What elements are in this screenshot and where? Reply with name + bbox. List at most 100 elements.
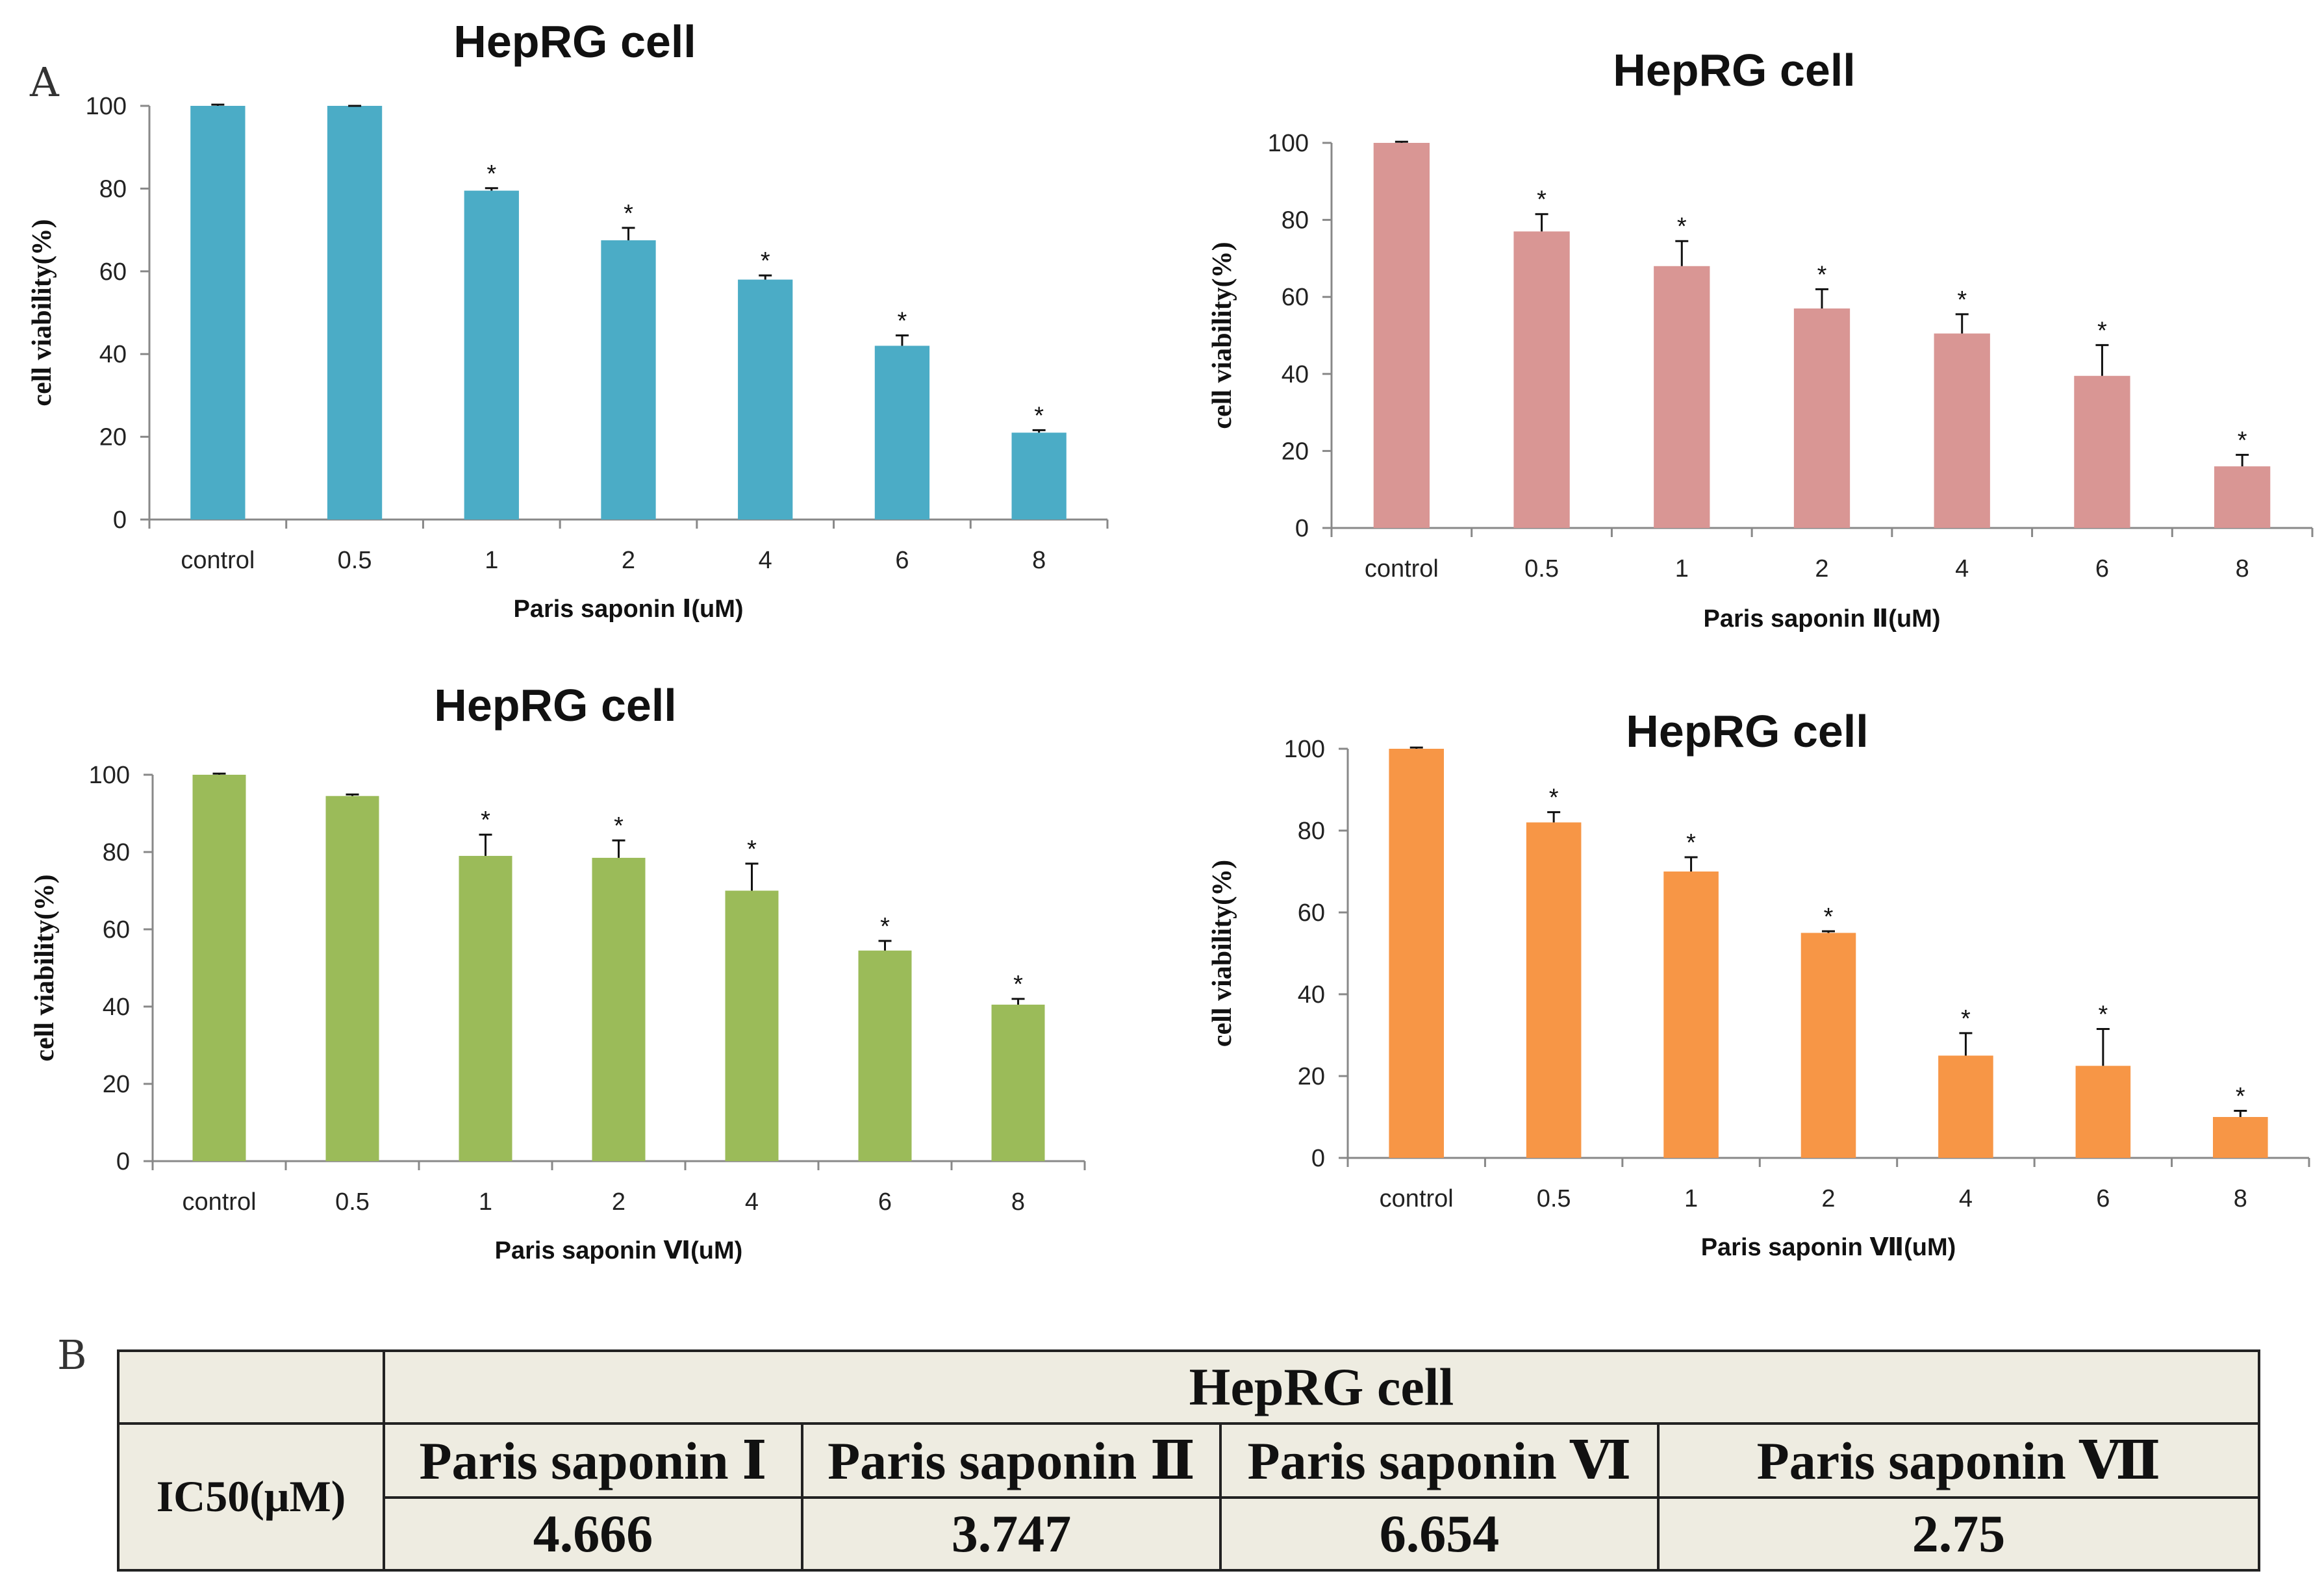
bar — [592, 857, 646, 1161]
bar — [1513, 231, 1570, 528]
table-cell: 4.666 — [383, 1496, 803, 1572]
y-axis-label: cell viability(%) — [30, 874, 60, 1061]
chart-title: HepRG cell — [1613, 45, 1855, 95]
bar — [464, 190, 519, 520]
bar — [1654, 266, 1710, 528]
bar — [725, 890, 779, 1161]
bar — [858, 950, 912, 1161]
bar — [991, 1005, 1045, 1161]
significance-marker: * — [1549, 784, 1559, 812]
chart-1: HepRG cell 0 20 40 60 80 100 control 0.5 * 1 * 2 * 4 * 6… — [27, 16, 1109, 623]
x-tick-label: 8 — [1032, 547, 1046, 574]
table-column-header: Paris saponin Ⅰ — [383, 1422, 803, 1499]
significance-marker: * — [2098, 1001, 2108, 1029]
significance-marker: * — [1824, 903, 1834, 931]
x-tick-label: 2 — [1815, 555, 1828, 583]
significance-marker: * — [1034, 402, 1044, 429]
table-cell: 3.747 — [801, 1496, 1222, 1572]
y-tick-label: 80 — [99, 175, 127, 203]
significance-marker: * — [1677, 213, 1687, 240]
x-tick-label: 0.5 — [1524, 555, 1559, 583]
x-axis-label: Paris saponin Ⅶ(uM) — [1701, 1234, 1956, 1261]
chart-4: HepRG cell 0 20 40 60 80 100 control * 0.5 * 1 * 2 * 4 *… — [1207, 706, 2310, 1261]
x-tick-label: 8 — [1011, 1188, 1025, 1216]
y-tick-label: 100 — [89, 762, 130, 789]
y-axis-label: cell viability(%) — [1207, 860, 1237, 1047]
y-tick-label: 100 — [1268, 130, 1309, 157]
y-axis-label: cell viability(%) — [27, 219, 57, 406]
y-tick-label: 60 — [1282, 284, 1309, 311]
x-tick-label: 1 — [485, 547, 498, 574]
y-tick-label: 40 — [99, 341, 127, 368]
x-tick-label: 1 — [1684, 1185, 1698, 1212]
significance-marker: * — [624, 200, 633, 227]
x-axis-label: Paris saponin Ⅰ(uM) — [513, 596, 743, 623]
table-column-header: Paris saponin Ⅵ — [1219, 1422, 1660, 1499]
x-tick-label: 2 — [612, 1188, 625, 1216]
x-tick-label: 8 — [2234, 1185, 2247, 1212]
y-tick-label: 20 — [1298, 1063, 1325, 1090]
table-header: HepRG cell — [383, 1349, 2260, 1425]
bar — [1800, 933, 1856, 1158]
x-tick-label: 8 — [2236, 555, 2249, 583]
bar — [874, 345, 930, 520]
bar — [190, 106, 246, 520]
table-header-row: HepRG cell — [117, 1349, 2260, 1425]
significance-marker: * — [1961, 1005, 1971, 1033]
panel-label-b: B — [57, 1331, 87, 1379]
x-tick-label: control — [181, 547, 255, 574]
bar — [1373, 143, 1430, 528]
x-tick-label: 6 — [878, 1188, 892, 1216]
significance-marker: * — [880, 913, 890, 940]
y-tick-label: 0 — [1295, 515, 1309, 542]
x-tick-label: 6 — [2096, 1185, 2110, 1212]
y-tick-label: 60 — [99, 258, 127, 286]
y-tick-label: 100 — [1284, 736, 1325, 763]
x-tick-label: 6 — [2095, 555, 2109, 583]
ic50-table-container: HepRG cell IC50(μM) Paris saponin Ⅰ Pari… — [117, 1349, 2260, 1572]
y-tick-label: 80 — [1282, 207, 1309, 234]
significance-marker: * — [1013, 971, 1023, 998]
bar — [2214, 466, 2271, 528]
x-tick-label: 4 — [1959, 1185, 1973, 1212]
bar — [327, 106, 383, 520]
x-tick-label: 6 — [895, 547, 909, 574]
significance-marker: * — [1817, 261, 1827, 288]
y-tick-label: 60 — [103, 916, 130, 944]
y-tick-label: 0 — [113, 507, 127, 534]
x-tick-label: 0.5 — [1537, 1185, 1571, 1212]
bar — [459, 855, 512, 1161]
table-row-label: IC50(μM) — [117, 1422, 385, 1572]
x-tick-label: 2 — [1821, 1185, 1835, 1212]
x-tick-label: 2 — [622, 547, 635, 574]
bar — [192, 775, 246, 1161]
significance-marker: * — [2236, 1083, 2245, 1110]
x-axis-label: Paris saponin Ⅱ(uM) — [1704, 605, 1941, 633]
table-value-row: 4.666 3.747 6.654 2.75 — [118, 1496, 2260, 1572]
chart-2: HepRG cell 0 20 40 60 80 100 control * 0.5 * 1 * 2 * 4 *… — [1207, 45, 2314, 633]
y-tick-label: 20 — [103, 1071, 130, 1098]
significance-marker: * — [898, 308, 907, 335]
x-tick-label: 0.5 — [335, 1188, 370, 1216]
y-tick-label: 80 — [103, 839, 130, 866]
y-tick-label: 0 — [1311, 1145, 1325, 1172]
x-tick-label: 1 — [1675, 555, 1689, 583]
y-tick-label: 20 — [99, 424, 127, 451]
panel-label-a: A — [30, 58, 59, 106]
y-axis-label: cell viability(%) — [1207, 242, 1237, 429]
significance-marker: * — [1686, 829, 1696, 857]
chart-title: HepRG cell — [1626, 706, 1868, 757]
bar — [1934, 333, 1990, 528]
y-tick-label: 20 — [1282, 438, 1309, 465]
significance-marker: * — [1537, 186, 1547, 214]
x-tick-label: 0.5 — [338, 547, 372, 574]
x-tick-label: 4 — [759, 547, 772, 574]
bar — [1526, 822, 1582, 1158]
table-corner-cell — [117, 1349, 385, 1425]
significance-marker: * — [614, 812, 624, 840]
ic50-table: HepRG cell IC50(μM) Paris saponin Ⅰ Pari… — [117, 1349, 2260, 1572]
y-tick-label: 40 — [1298, 981, 1325, 1009]
x-tick-label: 1 — [479, 1188, 492, 1216]
y-tick-label: 40 — [103, 994, 130, 1021]
